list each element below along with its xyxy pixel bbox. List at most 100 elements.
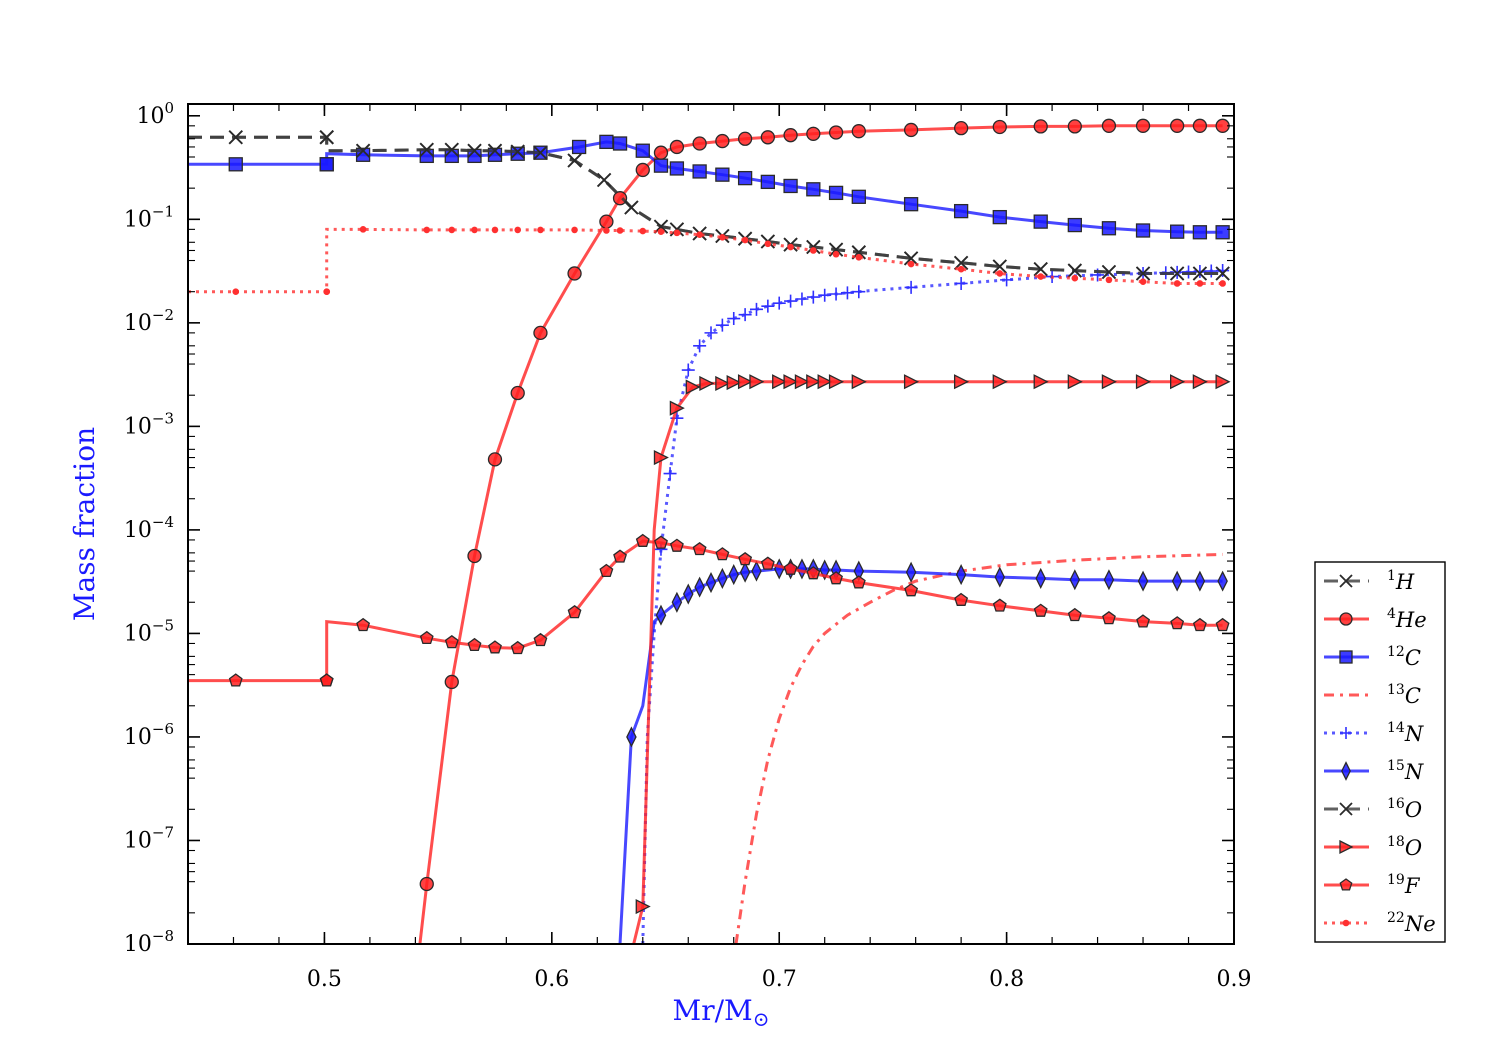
data-point [1182, 265, 1196, 279]
data-point [907, 260, 915, 268]
series-4He [418, 118, 1230, 944]
data-point [537, 226, 544, 234]
legend-item-19F: 19F [1324, 872, 1421, 898]
data-point [1170, 266, 1185, 281]
data-point [1135, 266, 1151, 281]
data-point [806, 182, 821, 197]
data-point [682, 583, 694, 605]
x-tick-label: 0.8 [989, 967, 1024, 992]
data-point [533, 145, 548, 160]
data-point [738, 551, 753, 566]
data-point [319, 157, 334, 172]
legend: 1H 4He 12C 13C 14N 15N 16O 18O 19F 22Ne [1314, 561, 1446, 943]
data-point [467, 143, 482, 158]
data-point [704, 326, 718, 340]
data-point [1069, 569, 1081, 591]
data-point [904, 583, 919, 597]
data-point [851, 124, 866, 139]
series-18O [632, 374, 1231, 944]
data-point [1339, 802, 1353, 816]
y-tick-label: 10−2 [124, 306, 174, 336]
data-point [419, 876, 434, 892]
data-point [1217, 570, 1228, 592]
data-point [624, 200, 639, 215]
y-tick-label: 10−1 [124, 202, 174, 232]
data-point [829, 571, 843, 585]
data-point [1102, 610, 1116, 625]
data-point [514, 226, 522, 234]
data-point [1033, 119, 1048, 134]
data-point [749, 302, 763, 316]
data-point [783, 561, 798, 575]
data-point [669, 161, 685, 176]
data-point [955, 564, 967, 586]
data-point [1170, 118, 1185, 133]
data-point [737, 374, 754, 390]
data-point [1196, 280, 1204, 287]
data-point [423, 226, 431, 234]
y-axis-label: Mass fraction [68, 427, 101, 621]
legend-label: 18O [1387, 834, 1422, 860]
data-point [1340, 727, 1352, 739]
data-point [1135, 223, 1151, 238]
data-point [992, 259, 1007, 274]
data-point [761, 299, 775, 313]
data-point [488, 640, 502, 654]
x-axis-label-main: Mr/M [673, 994, 753, 1027]
data-point [903, 374, 920, 390]
data-point [904, 280, 918, 294]
data-point [694, 576, 705, 598]
data-point [819, 559, 830, 581]
y-tick-label: 10−5 [124, 616, 174, 646]
data-point [749, 374, 765, 390]
data-point [444, 674, 459, 690]
data-point [510, 385, 525, 401]
data-point [726, 375, 742, 391]
legend-item-15N: 15N [1324, 758, 1424, 784]
data-point [510, 640, 525, 655]
data-point [1339, 650, 1353, 664]
data-point [953, 120, 969, 136]
data-point [795, 292, 809, 306]
data-point [603, 227, 610, 234]
data-point [599, 134, 614, 150]
data-point [783, 128, 798, 143]
series-22Ne [188, 226, 1226, 295]
data-point [613, 549, 627, 563]
data-point [719, 234, 726, 241]
data-point [1339, 878, 1353, 891]
data-point [692, 541, 707, 556]
data-point [953, 374, 970, 390]
data-point [1033, 374, 1049, 390]
data-point [715, 133, 730, 149]
data-point [669, 139, 685, 155]
data-point [806, 126, 821, 141]
legend-item-18O: 18O [1324, 834, 1422, 860]
data-point [510, 144, 525, 159]
data-point [828, 242, 844, 257]
data-point [994, 566, 1006, 588]
series-line-18O [632, 380, 1223, 944]
data-point [653, 158, 669, 173]
data-point [448, 226, 456, 234]
data-point [760, 556, 775, 570]
data-point [829, 287, 843, 301]
data-point [491, 226, 499, 234]
data-point [487, 452, 503, 467]
data-point [772, 296, 786, 310]
x-tick-label: 0.9 [1217, 967, 1252, 992]
data-point [1035, 567, 1046, 589]
data-point [599, 214, 614, 229]
data-point [653, 145, 669, 160]
series-layer [188, 118, 1231, 944]
data-point [905, 561, 917, 583]
data-point [715, 547, 730, 561]
data-point [596, 172, 612, 188]
data-point [828, 125, 844, 140]
data-point [1219, 280, 1226, 287]
data-point [1192, 374, 1208, 390]
data-point [1136, 614, 1150, 628]
data-point [705, 572, 717, 594]
data-point [571, 139, 587, 155]
data-point [635, 162, 650, 178]
